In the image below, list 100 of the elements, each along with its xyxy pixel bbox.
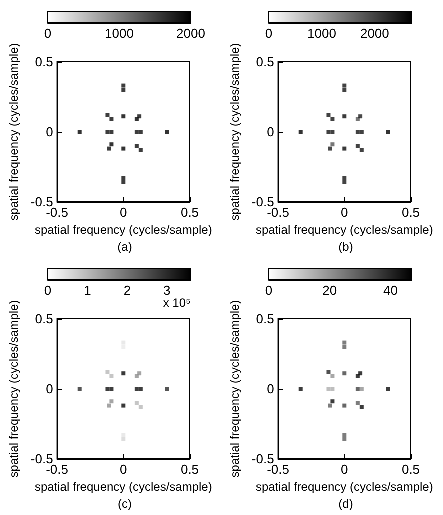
point	[360, 405, 364, 410]
point	[138, 114, 142, 119]
text: x 10⁵	[163, 296, 192, 310]
point	[326, 113, 331, 118]
point	[138, 387, 143, 391]
point	[122, 88, 126, 92]
point	[110, 387, 114, 391]
point	[122, 180, 126, 184]
point	[122, 84, 126, 88]
point	[356, 117, 360, 122]
text: (a)	[118, 240, 132, 254]
point	[360, 148, 364, 152]
point	[134, 401, 139, 405]
x-tick-label: 0.5	[402, 462, 420, 477]
point	[358, 114, 363, 119]
point	[356, 387, 360, 391]
y-tick-label: -0.5	[252, 194, 274, 210]
y-tick-label: 0	[267, 382, 274, 396]
point	[356, 374, 360, 378]
point	[122, 433, 126, 438]
point	[122, 404, 126, 408]
point	[356, 144, 360, 148]
point	[106, 387, 110, 391]
color-bar-label: 3	[164, 283, 171, 298]
x-tick-label: 0.5	[180, 205, 200, 220]
point	[138, 405, 143, 410]
y-tick-label: 0.5	[35, 312, 54, 326]
point	[360, 130, 364, 134]
y-tick-label: 0	[46, 382, 54, 396]
point	[110, 400, 114, 404]
point	[326, 370, 331, 374]
point	[330, 374, 335, 378]
point	[386, 130, 390, 134]
point	[134, 130, 139, 134]
point	[326, 130, 331, 134]
point	[78, 387, 82, 391]
point	[107, 146, 112, 151]
point	[110, 117, 114, 122]
point	[138, 148, 143, 152]
point	[330, 117, 335, 122]
y-tick-label: 0	[267, 124, 274, 140]
y-tick-label: -0.5	[30, 194, 54, 210]
point	[165, 387, 170, 391]
point	[134, 387, 139, 391]
x-axis-title: spatial frequency (cycles/sample)	[34, 480, 212, 494]
point	[342, 372, 347, 376]
point	[356, 130, 360, 134]
text: (d)	[338, 497, 354, 511]
point	[342, 146, 347, 151]
point	[360, 387, 364, 391]
y-axis-title: spatial frequency (cycles/sample)	[228, 300, 242, 478]
y-tick-label: 0.5	[35, 54, 54, 70]
color-bar-label: 1000	[105, 26, 134, 41]
point	[138, 130, 143, 134]
point	[342, 176, 347, 180]
point	[330, 387, 335, 391]
point	[134, 374, 139, 378]
color-bar-label: 40	[383, 283, 398, 298]
point	[106, 113, 110, 118]
point	[122, 146, 126, 151]
y-axis-title: spatial frequency (cycles/sample)	[228, 43, 242, 221]
point	[134, 117, 139, 122]
point	[328, 146, 332, 151]
x-axis-title: spatial frequency (cycles/sample)	[256, 480, 434, 494]
color-bar-label: 1000	[308, 26, 336, 41]
point	[326, 387, 331, 391]
point	[342, 345, 347, 349]
x-tick-label: 0	[120, 462, 128, 477]
color-bar-label: 2	[124, 283, 132, 298]
point	[122, 114, 126, 119]
point	[134, 144, 139, 148]
text: (b)	[338, 240, 354, 254]
point	[342, 433, 347, 438]
point	[342, 180, 347, 184]
text: (c)	[118, 497, 132, 511]
point	[386, 387, 390, 391]
y-tick-label: 0	[46, 124, 54, 140]
point	[342, 404, 347, 408]
x-tick-label: 0	[341, 205, 348, 220]
point	[122, 372, 126, 376]
point	[330, 130, 335, 134]
point	[110, 374, 114, 378]
point	[165, 130, 170, 134]
point	[78, 130, 82, 134]
y-tick-label: 0.5	[256, 54, 274, 70]
point	[356, 401, 360, 405]
x-tick-label: 0	[341, 462, 348, 477]
y-tick-label: -0.5	[30, 452, 54, 466]
point	[122, 437, 126, 442]
point	[342, 114, 347, 119]
x-axis-title: spatial frequency (cycles/sample)	[256, 222, 434, 237]
point	[298, 387, 303, 391]
x-tick-label: 0	[120, 205, 128, 220]
point	[110, 142, 114, 147]
point	[138, 372, 142, 376]
y-axis-title: spatial frequency (cycles/sample)	[7, 300, 21, 478]
point	[358, 372, 363, 376]
point	[110, 130, 114, 134]
color-bar-label: 2000	[176, 26, 206, 41]
point	[106, 130, 110, 134]
